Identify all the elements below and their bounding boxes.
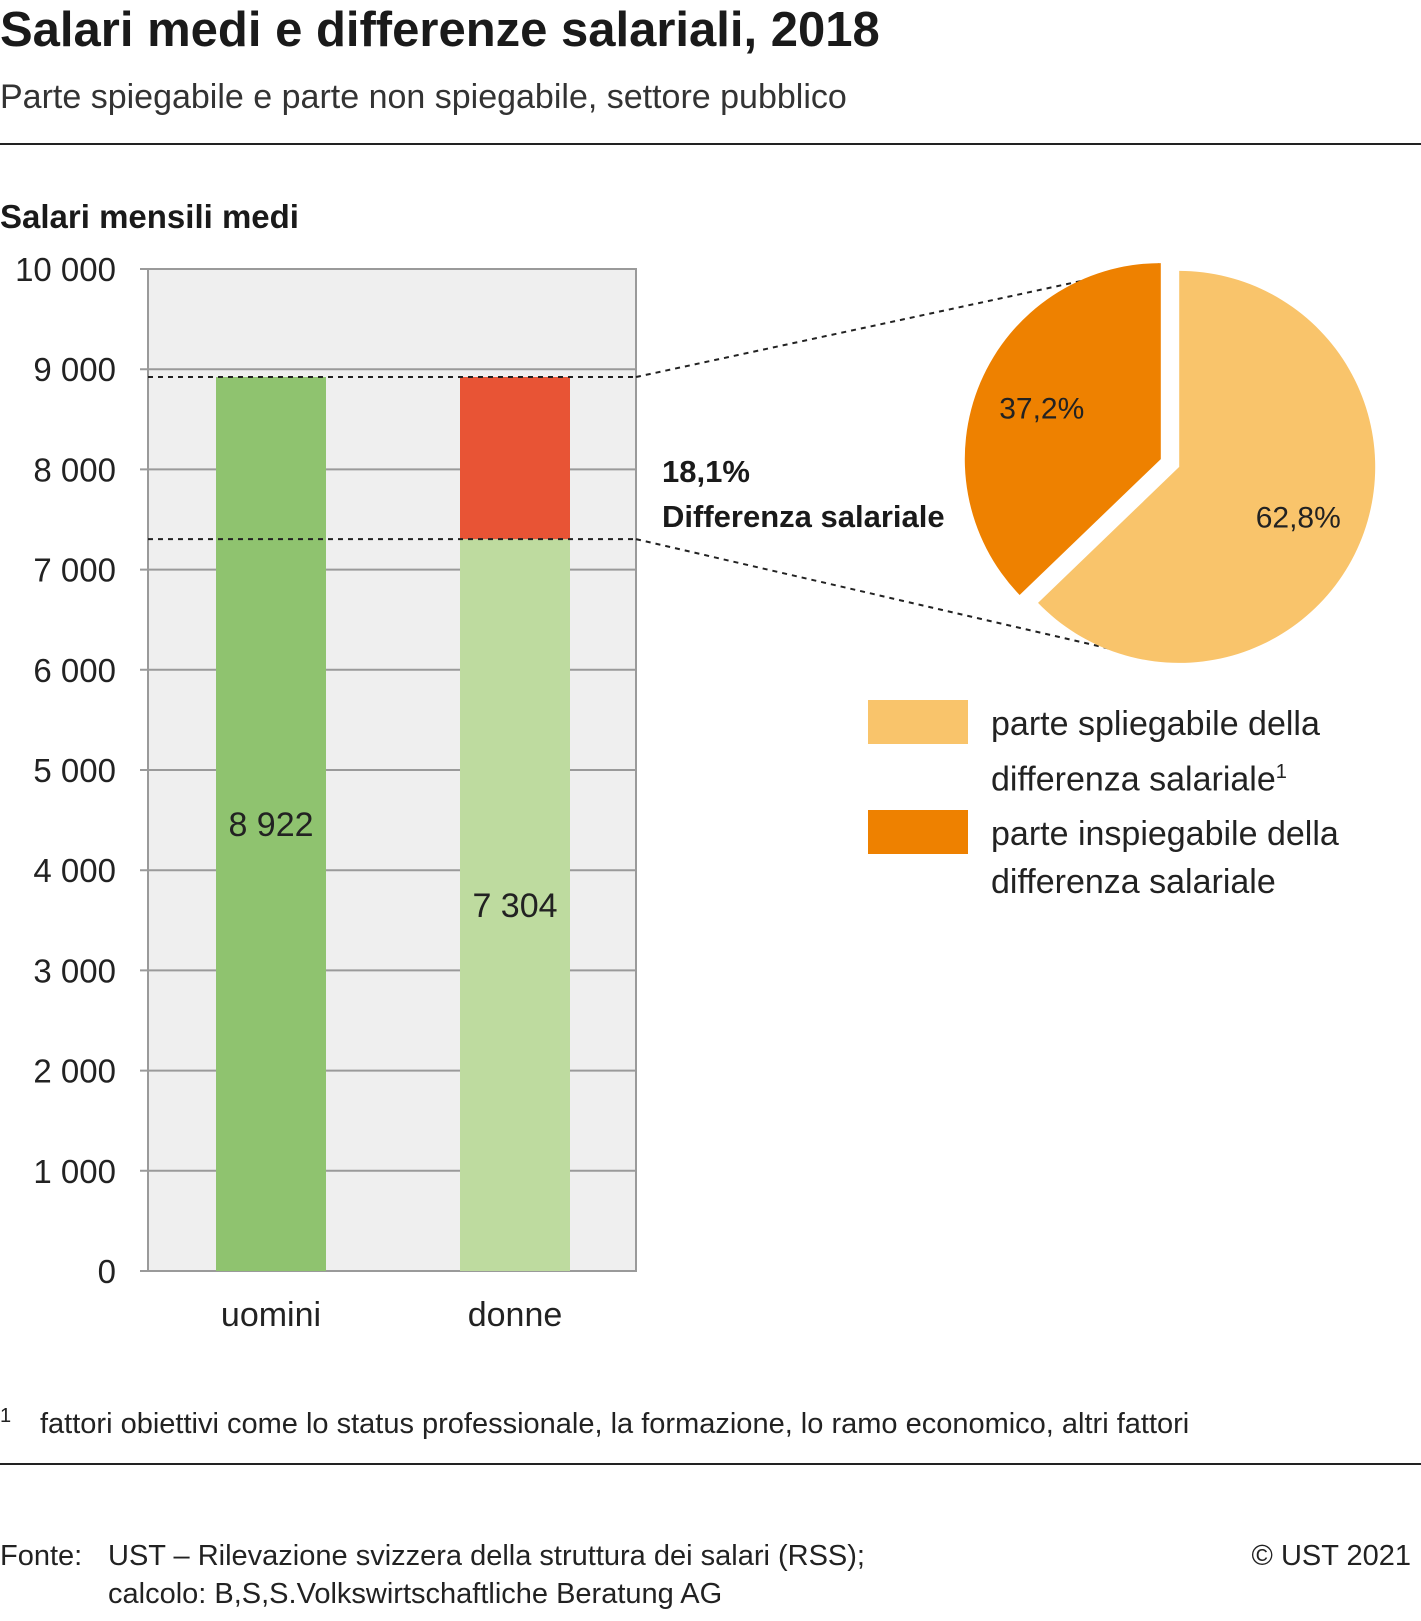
- y-tick-label: 10 000: [15, 251, 116, 288]
- source-text: UST – Rilevazione svizzera della struttu…: [108, 1540, 865, 1572]
- page-subtitle: Parte spiegabile e parte non spiegabile,…: [0, 78, 847, 116]
- pie-slice-explained: [1038, 270, 1376, 663]
- pie-slice-label: 62,8%: [1256, 502, 1341, 535]
- pie-chart: 62,8% 37,2%: [964, 263, 1376, 663]
- legend-footnote-ref: 1: [1275, 761, 1287, 783]
- bar-gap-segment: [460, 377, 570, 540]
- y-tick-label: 5 000: [33, 752, 116, 789]
- y-tick-label: 0: [98, 1253, 116, 1290]
- pie-slice-label: 37,2%: [999, 392, 1084, 425]
- y-tick-label: 2 000: [33, 1053, 116, 1090]
- legend-swatch-explained: [868, 700, 968, 744]
- bar-value-label: 7 304: [472, 887, 557, 925]
- guide-connector-bottom: [635, 538, 1151, 659]
- pie-slice-unexplained: [964, 263, 1161, 596]
- legend-label-unexplained-line2: differenza salariale: [991, 863, 1276, 901]
- gap-percent-label: 18,1%: [662, 454, 750, 489]
- y-tick-label: 3 000: [33, 952, 116, 989]
- chart-area: Salari mensili medi 0 1 000 2 000 3 000 4 00…: [0, 198, 1376, 1334]
- y-axis-title: Salari mensili medi: [0, 198, 299, 235]
- footnote-mark: 1: [0, 1405, 12, 1427]
- y-tick-label: 9 000: [33, 351, 116, 388]
- x-axis-labels: uomini donne: [221, 1296, 562, 1334]
- bar-donne: [460, 539, 570, 1271]
- bar-uomini: [216, 377, 326, 1271]
- bottom-divider: [0, 1463, 1421, 1465]
- x-tick-label: uomini: [221, 1296, 321, 1334]
- legend-label-unexplained-line1: parte inspiegabile della: [991, 815, 1339, 853]
- source-calculation: calcolo: B,S,S.Volkswirtschaftliche Bera…: [108, 1578, 723, 1610]
- y-tick-label: 1 000: [33, 1153, 116, 1190]
- gap-guide-lines: [148, 263, 1161, 659]
- y-tick-label: 6 000: [33, 652, 116, 689]
- y-tick-label: 7 000: [33, 552, 116, 589]
- source-label: Fonte:: [0, 1540, 83, 1572]
- gap-label: Differenza salariale: [662, 499, 945, 534]
- page-title: Salari medi e differenze salariali, 2018: [0, 3, 880, 57]
- x-tick-label: donne: [468, 1296, 563, 1334]
- y-axis-ticks: 0 1 000 2 000 3 000 4 000 5 000 6 000 7 000 8 00…: [15, 251, 116, 1290]
- legend-swatch-unexplained: [868, 810, 968, 854]
- top-divider: [0, 143, 1421, 145]
- footnote-text: fattori obiettivi come lo status profess…: [40, 1408, 1190, 1440]
- legend-label-explained-line1: parte spliegabile della: [991, 705, 1320, 743]
- bars: 8 922 7 304: [216, 377, 570, 1271]
- y-tick-label: 4 000: [33, 852, 116, 889]
- bar-value-label: 8 922: [228, 806, 313, 844]
- copyright: © UST 2021: [1251, 1540, 1411, 1572]
- y-tick-label: 8 000: [33, 451, 116, 488]
- legend-label-explained-line2: differenza salariale: [991, 760, 1276, 799]
